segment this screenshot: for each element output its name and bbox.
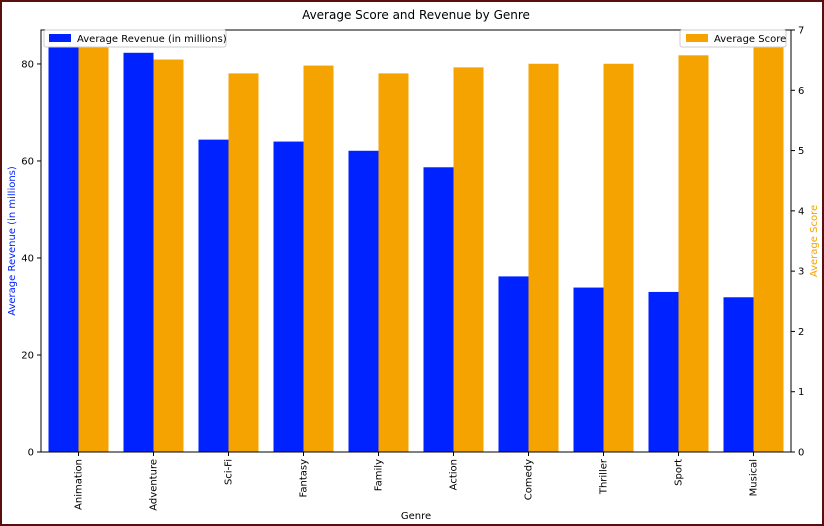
bar-revenue-sci-fi bbox=[198, 139, 229, 452]
bar-score-comedy bbox=[528, 63, 559, 452]
right-tick-label: 1 bbox=[798, 387, 804, 398]
x-tick-label: Animation bbox=[74, 459, 85, 510]
legend-score: Average Score bbox=[679, 29, 787, 48]
left-axis-ticks: 0 20 40 60 80 bbox=[21, 59, 41, 459]
right-tick-label: 5 bbox=[798, 146, 804, 157]
bar-revenue-sport bbox=[648, 291, 679, 452]
right-axis-label: Average Score bbox=[809, 205, 820, 277]
bar-revenue-adventure bbox=[123, 52, 154, 453]
x-tick-label: Comedy bbox=[524, 459, 535, 500]
bar-score-family bbox=[378, 73, 409, 453]
right-tick-label: 6 bbox=[798, 86, 804, 97]
x-tick-label: Fantasy bbox=[299, 459, 310, 498]
legend-score-swatch bbox=[686, 34, 708, 42]
right-axis-ticks: 0 1 2 3 4 5 6 7 bbox=[791, 26, 804, 459]
bar-revenue-musical bbox=[723, 297, 754, 452]
bar-revenue-action bbox=[423, 167, 454, 452]
x-tick-label: Musical bbox=[749, 459, 760, 496]
chart-title: Average Score and Revenue by Genre bbox=[302, 8, 530, 22]
bar-revenue-family bbox=[348, 150, 379, 453]
legend-revenue-swatch bbox=[49, 34, 71, 42]
bar-score-animation bbox=[78, 37, 109, 453]
bars-group bbox=[48, 30, 784, 453]
bar-revenue-comedy bbox=[498, 276, 529, 452]
left-tick-label: 40 bbox=[21, 253, 34, 264]
left-tick-label: 20 bbox=[21, 350, 34, 361]
bar-score-musical bbox=[753, 31, 784, 453]
left-tick-label: 60 bbox=[21, 156, 34, 167]
x-axis-label: Genre bbox=[401, 511, 431, 522]
x-tick-label: Adventure bbox=[149, 459, 160, 511]
bar-score-sport bbox=[678, 55, 709, 452]
x-tick-label: Sport bbox=[674, 459, 685, 486]
bar-score-adventure bbox=[153, 59, 184, 452]
right-tick-label: 4 bbox=[798, 206, 804, 217]
bar-revenue-fantasy bbox=[273, 141, 304, 452]
x-axis-ticks: Animation Adventure Sci-Fi Fantasy Family Act… bbox=[74, 452, 760, 511]
left-tick-label: 80 bbox=[21, 59, 34, 70]
left-axis-label: Average Revenue (in millions) bbox=[7, 166, 18, 316]
bar-revenue-animation bbox=[48, 30, 79, 452]
legend-revenue-label: Average Revenue (in millions) bbox=[77, 34, 227, 45]
right-tick-label: 0 bbox=[798, 448, 804, 459]
bar-revenue-thriller bbox=[573, 287, 604, 452]
right-tick-label: 2 bbox=[798, 327, 804, 338]
bar-score-action bbox=[453, 67, 484, 453]
legend-revenue: Average Revenue (in millions) bbox=[43, 29, 227, 48]
plot-area-frame bbox=[40, 29, 792, 453]
left-tick-label: 0 bbox=[28, 448, 34, 459]
bar-score-fantasy bbox=[303, 65, 334, 452]
x-tick-label: Family bbox=[374, 459, 385, 491]
x-tick-label: Sci-Fi bbox=[224, 459, 235, 485]
x-tick-label: Thriller bbox=[599, 458, 610, 495]
bar-score-thriller bbox=[603, 63, 634, 452]
right-tick-label: 7 bbox=[798, 26, 804, 37]
legend-score-label: Average Score bbox=[714, 34, 786, 45]
bar-score-sci-fi bbox=[228, 73, 259, 453]
right-tick-label: 3 bbox=[798, 267, 804, 278]
x-tick-label: Action bbox=[449, 459, 460, 490]
